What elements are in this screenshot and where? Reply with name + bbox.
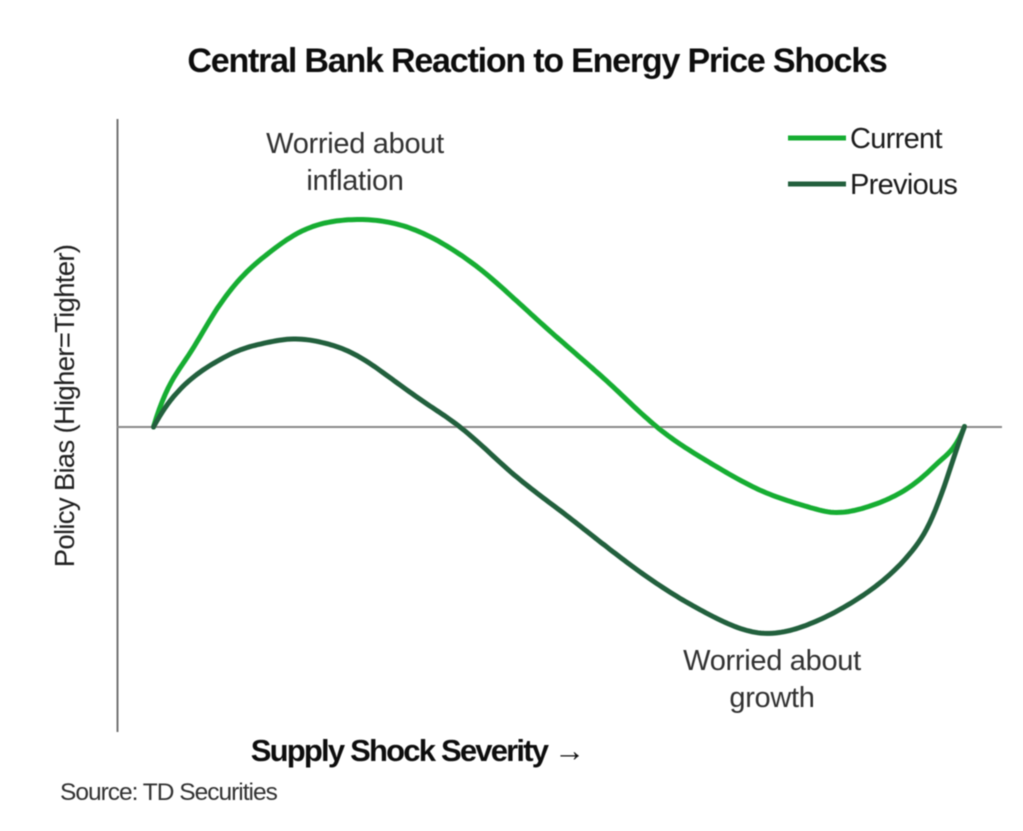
- svg-text:Current: Current: [850, 123, 942, 155]
- svg-text:inflation: inflation: [306, 165, 403, 197]
- svg-text:Source: TD Securities: Source: TD Securities: [60, 779, 278, 806]
- svg-text:Policy Bias (Higher=Tighter): Policy Bias (Higher=Tighter): [49, 245, 80, 568]
- svg-text:Worried about: Worried about: [266, 128, 444, 160]
- svg-text:Previous: Previous: [850, 169, 957, 201]
- svg-text:growth: growth: [729, 682, 814, 714]
- svg-text:Worried about: Worried about: [683, 645, 861, 677]
- svg-text:Supply Shock Severity →: Supply Shock Severity →: [251, 733, 583, 768]
- svg-text:Central Bank Reaction to Energ: Central Bank Reaction to Energy Price Sh…: [187, 42, 887, 80]
